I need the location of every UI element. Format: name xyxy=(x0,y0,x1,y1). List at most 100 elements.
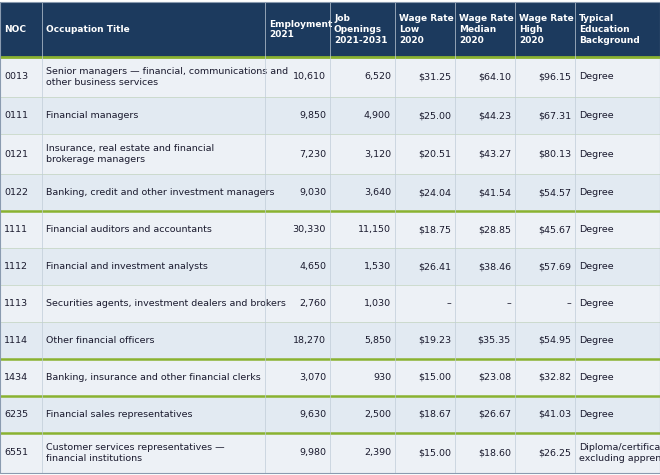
Text: $18.75: $18.75 xyxy=(418,225,451,234)
Bar xyxy=(455,174,515,211)
Bar xyxy=(515,2,575,57)
Bar xyxy=(575,211,660,248)
Bar xyxy=(515,57,575,97)
Bar xyxy=(265,322,330,359)
Text: 1111: 1111 xyxy=(4,225,28,234)
Bar xyxy=(265,396,330,433)
Bar xyxy=(395,322,455,359)
Bar xyxy=(330,57,395,97)
Bar xyxy=(0,396,42,433)
Text: 2,760: 2,760 xyxy=(299,299,326,308)
Text: 0121: 0121 xyxy=(4,150,28,159)
Bar xyxy=(42,57,265,97)
Text: $26.25: $26.25 xyxy=(538,448,571,457)
Text: 0122: 0122 xyxy=(4,188,28,197)
Text: Insurance, real estate and financial
brokerage managers: Insurance, real estate and financial bro… xyxy=(46,144,214,164)
Text: 1114: 1114 xyxy=(4,336,28,345)
Text: Banking, insurance and other financial clerks: Banking, insurance and other financial c… xyxy=(46,373,261,382)
Bar xyxy=(395,57,455,97)
Text: Degree: Degree xyxy=(579,225,614,234)
Bar xyxy=(455,211,515,248)
Text: Degree: Degree xyxy=(579,410,614,419)
Bar xyxy=(395,285,455,322)
Text: 4,650: 4,650 xyxy=(299,262,326,271)
Bar xyxy=(575,396,660,433)
Bar xyxy=(575,134,660,174)
Bar xyxy=(515,134,575,174)
Text: $67.31: $67.31 xyxy=(538,111,571,120)
Bar xyxy=(330,211,395,248)
Bar xyxy=(330,2,395,57)
Bar xyxy=(42,97,265,134)
Bar xyxy=(330,433,395,473)
Text: Wage Rate
Low
2020: Wage Rate Low 2020 xyxy=(399,14,454,45)
Bar xyxy=(575,57,660,97)
Bar xyxy=(42,433,265,473)
Bar xyxy=(265,248,330,285)
Bar xyxy=(455,134,515,174)
Text: $23.08: $23.08 xyxy=(478,373,511,382)
Text: $57.69: $57.69 xyxy=(538,262,571,271)
Bar xyxy=(42,396,265,433)
Bar xyxy=(265,285,330,322)
Bar xyxy=(575,322,660,359)
Text: $20.51: $20.51 xyxy=(418,150,451,159)
Bar xyxy=(395,97,455,134)
Text: Banking, credit and other investment managers: Banking, credit and other investment man… xyxy=(46,188,275,197)
Text: $19.23: $19.23 xyxy=(418,336,451,345)
Text: –: – xyxy=(446,299,451,308)
Text: $15.00: $15.00 xyxy=(418,448,451,457)
Bar xyxy=(330,322,395,359)
Text: 930: 930 xyxy=(373,373,391,382)
Bar xyxy=(0,433,42,473)
Text: 1113: 1113 xyxy=(4,299,28,308)
Text: $41.54: $41.54 xyxy=(478,188,511,197)
Bar xyxy=(330,396,395,433)
Bar xyxy=(330,134,395,174)
Text: Degree: Degree xyxy=(579,336,614,345)
Bar xyxy=(515,97,575,134)
Text: Wage Rate
Median
2020: Wage Rate Median 2020 xyxy=(459,14,513,45)
Text: Securities agents, investment dealers and brokers: Securities agents, investment dealers an… xyxy=(46,299,286,308)
Text: Financial auditors and accountants: Financial auditors and accountants xyxy=(46,225,212,234)
Bar xyxy=(395,211,455,248)
Text: $41.03: $41.03 xyxy=(538,410,571,419)
Text: 30,330: 30,330 xyxy=(292,225,326,234)
Text: 6235: 6235 xyxy=(4,410,28,419)
Text: $35.35: $35.35 xyxy=(478,336,511,345)
Bar xyxy=(265,211,330,248)
Text: Degree: Degree xyxy=(579,150,614,159)
Bar xyxy=(575,174,660,211)
Bar xyxy=(455,359,515,396)
Text: 9,030: 9,030 xyxy=(299,188,326,197)
Text: $18.67: $18.67 xyxy=(418,410,451,419)
Bar xyxy=(575,359,660,396)
Text: –: – xyxy=(506,299,511,308)
Text: 0013: 0013 xyxy=(4,73,28,82)
Bar xyxy=(395,2,455,57)
Text: $15.00: $15.00 xyxy=(418,373,451,382)
Bar xyxy=(575,433,660,473)
Bar xyxy=(515,396,575,433)
Bar xyxy=(455,433,515,473)
Bar xyxy=(0,134,42,174)
Text: 9,630: 9,630 xyxy=(299,410,326,419)
Text: $80.13: $80.13 xyxy=(538,150,571,159)
Text: Other financial officers: Other financial officers xyxy=(46,336,154,345)
Bar xyxy=(515,211,575,248)
Bar xyxy=(395,134,455,174)
Bar xyxy=(455,248,515,285)
Text: Financial and investment analysts: Financial and investment analysts xyxy=(46,262,208,271)
Bar xyxy=(42,174,265,211)
Text: Employment
2021: Employment 2021 xyxy=(269,19,333,39)
Text: $38.46: $38.46 xyxy=(478,262,511,271)
Bar xyxy=(265,57,330,97)
Bar xyxy=(0,57,42,97)
Text: 9,980: 9,980 xyxy=(299,448,326,457)
Text: Typical
Education
Background: Typical Education Background xyxy=(579,14,640,45)
Text: Financial managers: Financial managers xyxy=(46,111,139,120)
Text: 2,500: 2,500 xyxy=(364,410,391,419)
Text: 3,070: 3,070 xyxy=(299,373,326,382)
Bar xyxy=(42,322,265,359)
Bar xyxy=(515,285,575,322)
